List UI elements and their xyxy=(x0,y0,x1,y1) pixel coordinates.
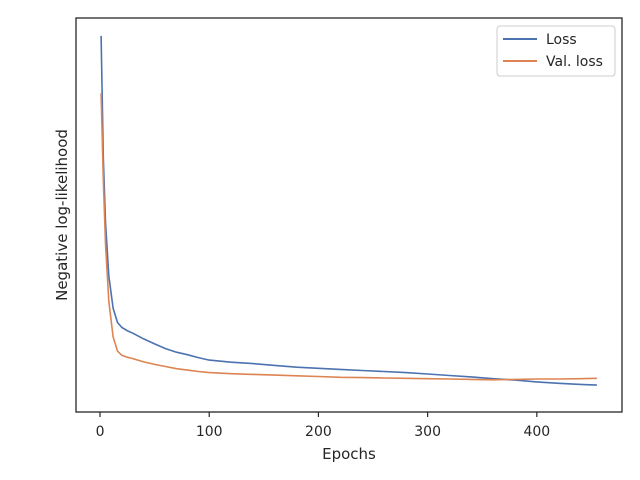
legend-label-loss: Loss xyxy=(546,32,577,48)
x-axis-label: Epochs xyxy=(322,445,376,463)
x-tick-label: 200 xyxy=(305,424,332,440)
legend: Loss Val. loss xyxy=(496,25,616,77)
y-axis-label: Negative log-likelihood xyxy=(53,129,71,301)
x-tick-label: 400 xyxy=(523,424,550,440)
x-ticks: 0 100 200 300 400 xyxy=(96,412,550,440)
plot-frame xyxy=(75,17,623,413)
series-line-loss xyxy=(100,35,597,386)
series-line-val-loss xyxy=(100,93,597,381)
x-tick-label: 300 xyxy=(414,424,441,440)
x-tick-label: 100 xyxy=(196,424,223,440)
x-tick-label: 0 xyxy=(96,424,105,440)
series-layer xyxy=(100,35,597,386)
legend-label-val-loss: Val. loss xyxy=(546,54,603,70)
